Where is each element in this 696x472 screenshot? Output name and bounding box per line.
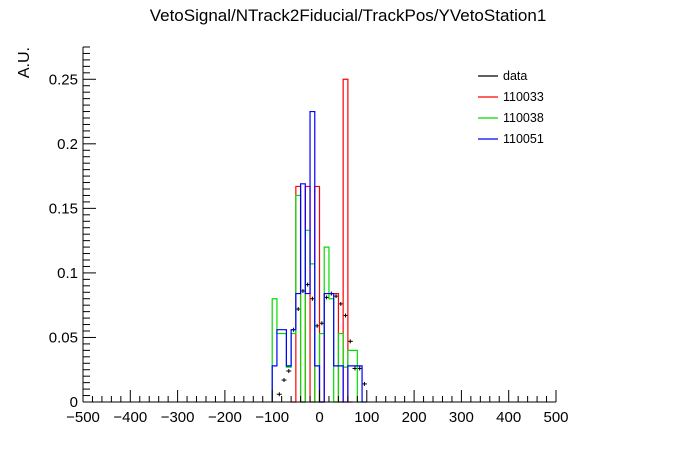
legend-item-110033: 110033 [478,90,544,104]
series-line-110051 [271,110,367,403]
x-tick-label: −400 [113,409,147,426]
x-tick-label: −100 [255,409,289,426]
y-tick-label: 0.05 [49,329,78,346]
data-point [295,307,301,312]
y-tick-label: 0.15 [49,200,78,217]
y-tick-label: 0.1 [57,265,78,282]
legend-item-110038: 110038 [478,111,544,125]
x-tick-label: 0 [315,409,323,426]
data-point [333,294,339,299]
data-point [324,295,330,300]
data-point [305,282,311,287]
x-tick-label: −500 [66,409,100,426]
data-point [300,288,306,293]
legend-label: data [503,69,527,83]
x-tick-label: 300 [449,409,474,426]
data-point [309,296,315,301]
data-point [281,378,287,383]
data-point [357,366,363,371]
data-point [347,339,353,344]
data-point [286,369,292,374]
x-tick-label: −300 [161,409,195,426]
legend-label: 110051 [503,132,544,146]
data-point [352,366,358,371]
data-point [361,381,367,386]
legend-label: 110038 [503,111,544,125]
x-tick-label: 400 [496,409,521,426]
data-point [314,323,320,328]
series-line-110038 [271,194,363,403]
x-tick-label: 500 [543,409,568,426]
y-axis-label: A.U. [16,47,33,78]
legend-label: 110033 [503,90,544,104]
data-point [319,321,325,326]
legend: data 110033 110038 110051 [478,69,544,146]
series-110051 [271,110,367,403]
axes-layer: −500 −400 −300 −200 −100 0 100 200 300 400 500 0 0.0… [16,46,569,426]
x-tick-label: 100 [354,409,379,426]
x-tick-label: −200 [208,409,242,426]
y-tick-label: 0.2 [57,136,78,153]
x-tick-label: 200 [402,409,427,426]
data-point [343,313,349,318]
chart-title: VetoSignal/NTrack2Fiducial/TrackPos/YVet… [149,6,547,25]
y-tick-label: 0 [70,394,78,411]
data-point [276,392,282,397]
legend-item-110051: 110051 [478,132,544,146]
series-data [276,282,367,397]
data-point [338,301,344,306]
series-110038 [271,194,363,403]
y-tick-label: 0.25 [49,71,78,88]
series-layer [271,78,367,403]
legend-item-data: data [478,69,527,83]
